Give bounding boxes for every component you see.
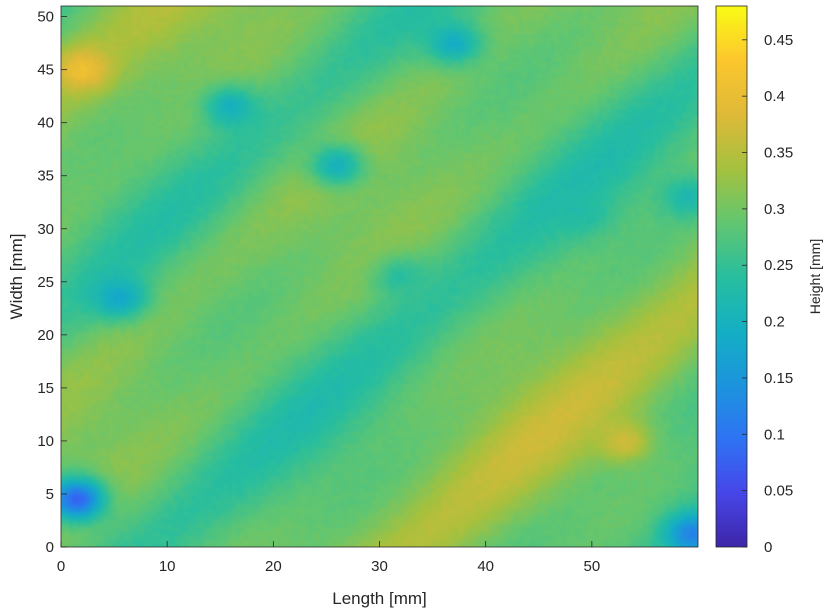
colorbar-label: Height [mm] — [807, 239, 823, 314]
heatmap-image — [61, 6, 698, 547]
x-tick-label: 0 — [57, 558, 65, 575]
y-tick-label: 15 — [37, 380, 54, 397]
colorbar-tick-label: 0.05 — [764, 483, 793, 500]
y-tick-label: 5 — [46, 486, 54, 503]
colorbar-tick-label: 0.35 — [764, 145, 793, 162]
colorbar-tick-label: 0.45 — [764, 32, 793, 49]
x-tick-label: 20 — [265, 558, 282, 575]
colorbar-tick-label: 0.25 — [764, 257, 793, 274]
y-tick-label: 40 — [37, 115, 54, 132]
y-tick-label: 20 — [37, 327, 54, 344]
y-axis-label: Width [mm] — [7, 234, 26, 320]
x-tick-label: 50 — [583, 558, 600, 575]
y-tick-label: 0 — [46, 539, 54, 556]
x-axis-ticks: 0 10 20 30 40 50 — [57, 541, 600, 575]
y-tick-label: 10 — [37, 433, 54, 450]
colorbar-tick-label: 0 — [764, 539, 772, 556]
y-axis-ticks: 0 5 10 15 20 25 30 35 40 45 50 — [37, 9, 67, 556]
colorbar-tick-label: 0.3 — [764, 201, 785, 218]
colorbar-ticks: 0 0.05 0.1 0.15 0.2 0.25 0.3 0.35 0.4 0.45 — [742, 32, 793, 556]
x-axis-label: Length [mm] — [332, 589, 427, 608]
y-tick-label: 35 — [37, 168, 54, 185]
x-tick-label: 40 — [477, 558, 494, 575]
y-tick-label: 30 — [37, 221, 54, 238]
colorbar-tick-label: 0.2 — [764, 314, 785, 331]
colorbar-tick-label: 0.1 — [764, 426, 785, 443]
x-tick-label: 10 — [159, 558, 176, 575]
x-tick-label: 30 — [371, 558, 388, 575]
y-tick-label: 50 — [37, 9, 54, 26]
colorbar-tick-label: 0.15 — [764, 370, 793, 387]
y-tick-label: 45 — [37, 62, 54, 79]
colorbar — [715, 5, 748, 548]
y-tick-label: 25 — [37, 274, 54, 291]
colorbar-tick-label: 0.4 — [764, 88, 785, 105]
